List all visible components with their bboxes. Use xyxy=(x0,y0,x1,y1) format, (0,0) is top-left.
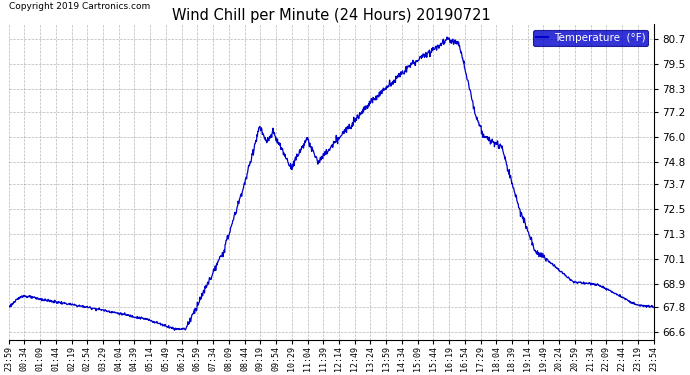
Text: Copyright 2019 Cartronics.com: Copyright 2019 Cartronics.com xyxy=(9,2,150,11)
Legend: Temperature  (°F): Temperature (°F) xyxy=(533,30,649,46)
Title: Wind Chill per Minute (24 Hours) 20190721: Wind Chill per Minute (24 Hours) 2019072… xyxy=(172,8,491,23)
